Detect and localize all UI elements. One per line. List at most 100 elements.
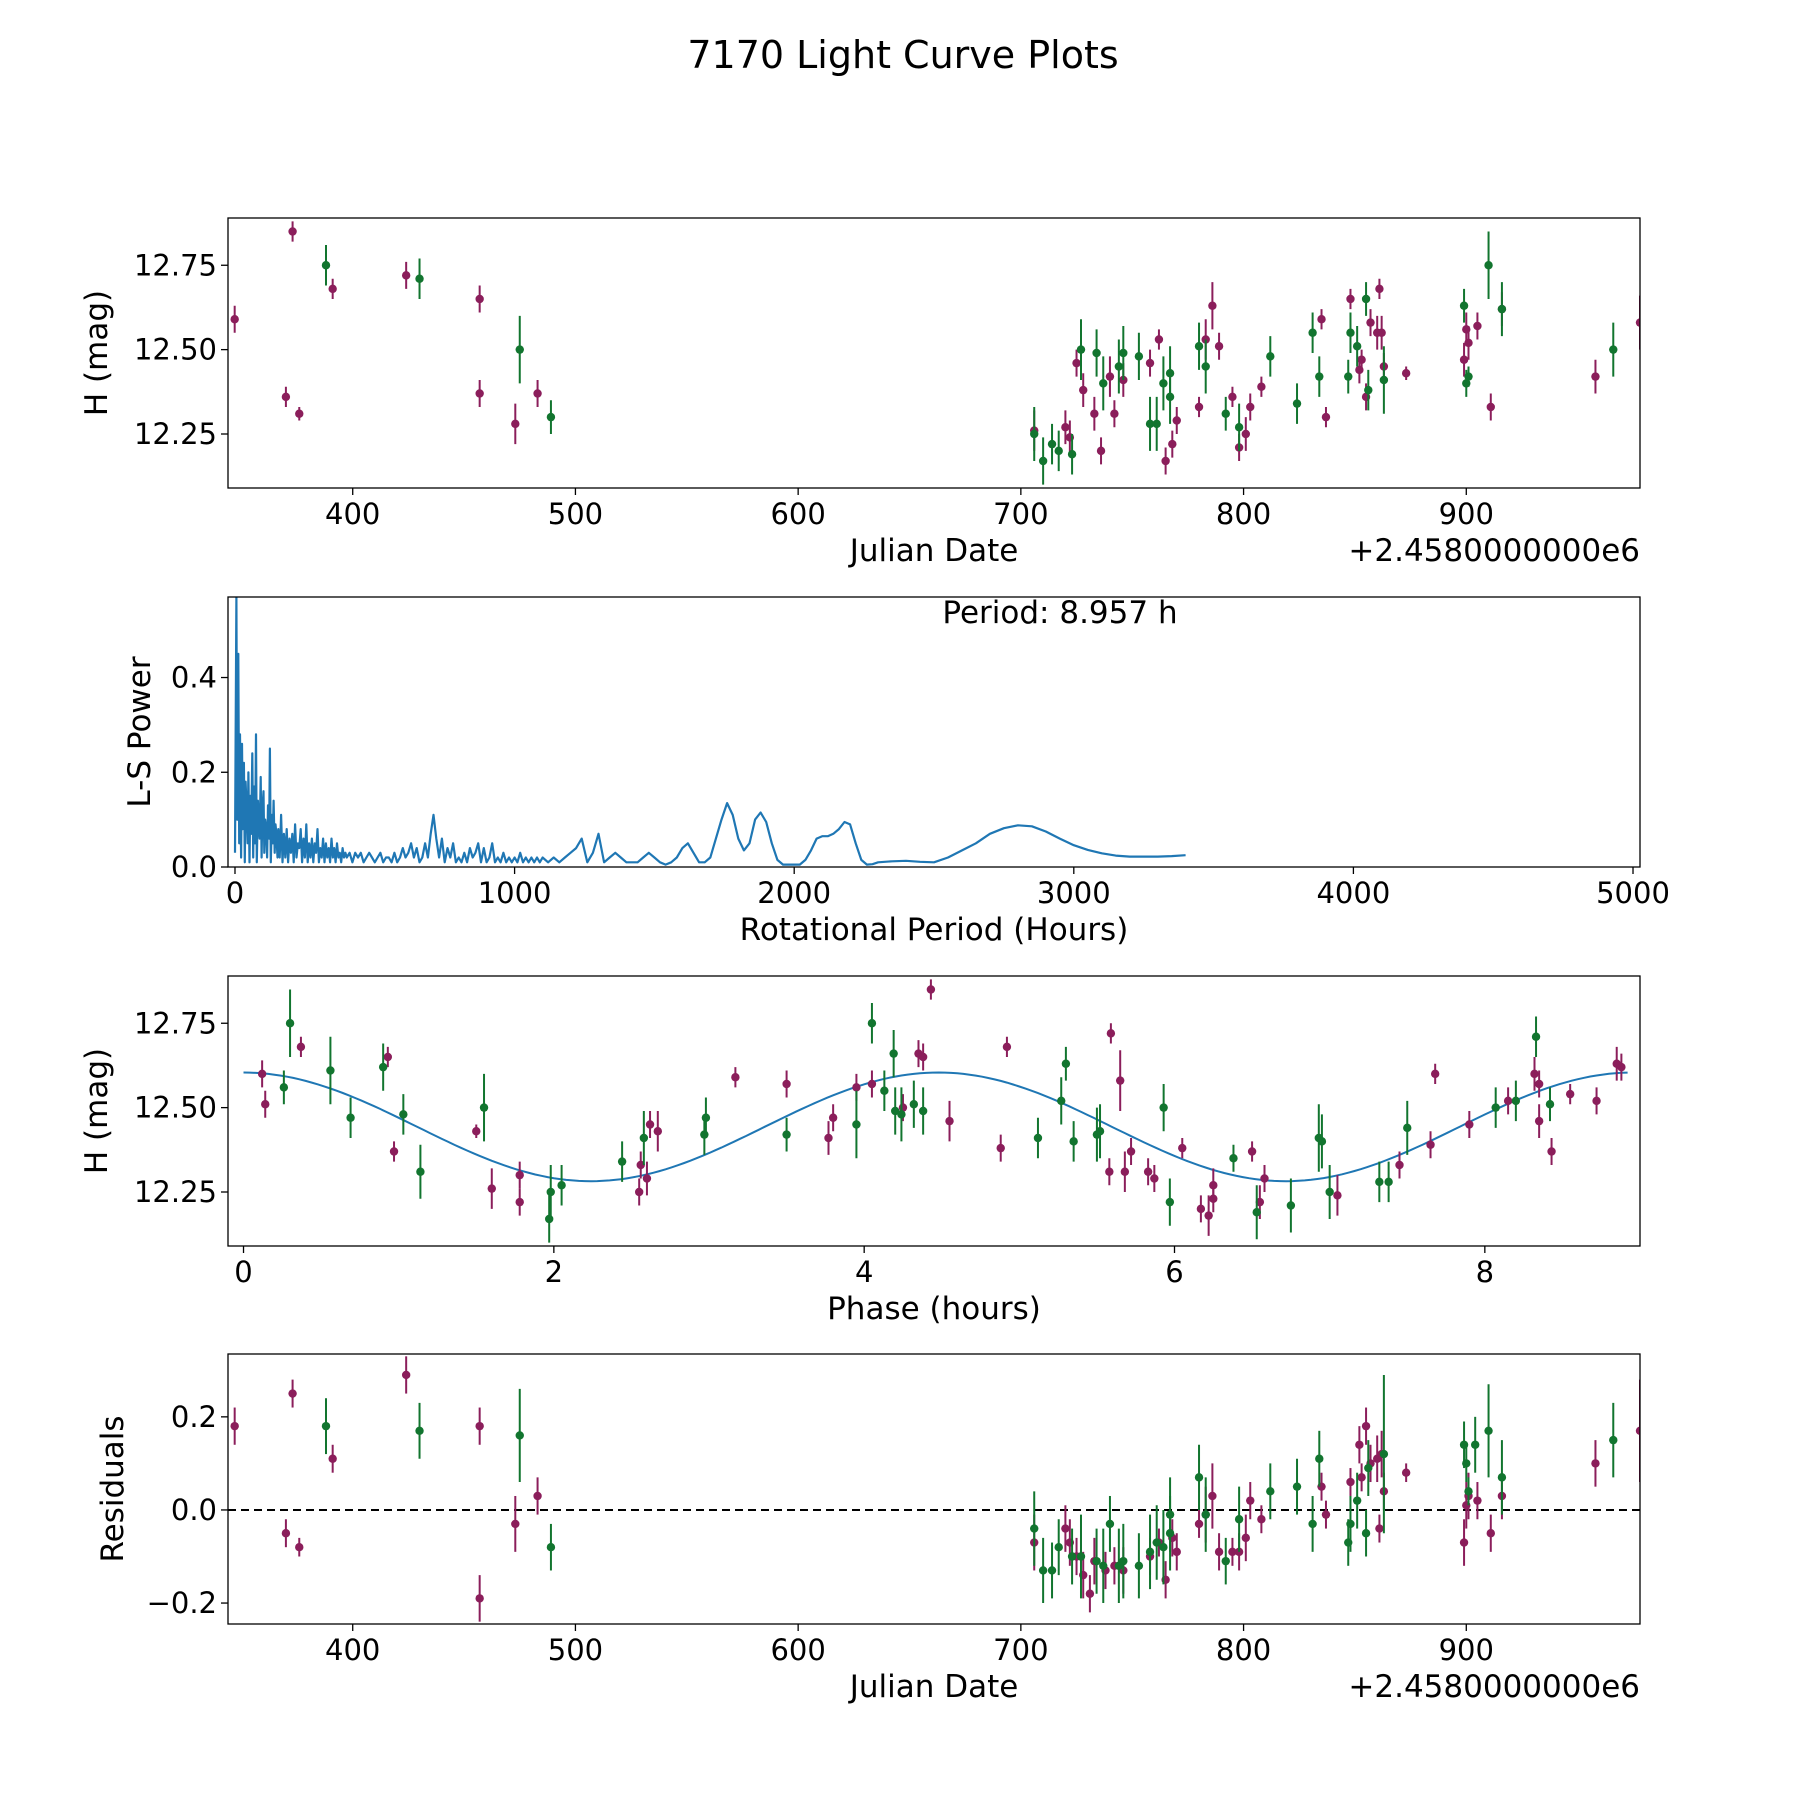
data-point: [1292, 1482, 1302, 1491]
data-point: [1346, 328, 1355, 337]
x-tick-label: 2000: [757, 876, 831, 910]
data-point: [1465, 1120, 1474, 1129]
data-point: [1061, 1059, 1071, 1068]
y-tick-label: 12.25: [134, 1175, 217, 1209]
data-point: [1333, 1191, 1342, 1200]
data-point: [1159, 1103, 1168, 1112]
data-point: [383, 1052, 393, 1062]
data-point: [326, 1066, 335, 1075]
data-point: [731, 1073, 740, 1082]
data-point: [1228, 1547, 1237, 1557]
data-point: [1067, 450, 1077, 459]
data-point: [1159, 379, 1168, 388]
x-tick-label: 8: [1476, 1255, 1494, 1289]
x-axis-label: Julian Date: [848, 1669, 1019, 1705]
data-point: [1462, 1459, 1471, 1468]
data-point: [1635, 318, 1640, 327]
data-point: [1241, 429, 1250, 439]
data-point: [1076, 1552, 1086, 1561]
data-point: [1214, 342, 1224, 351]
data-point: [1497, 304, 1507, 314]
y-tick-label: 0.2: [171, 1400, 217, 1434]
x-tick-label: 0: [234, 1255, 252, 1289]
data-point: [416, 1167, 425, 1176]
data-point: [1591, 1459, 1600, 1468]
data-point: [1145, 358, 1155, 368]
data-point: [1352, 1496, 1362, 1505]
data-point: [472, 1127, 481, 1136]
data-point: [1092, 348, 1101, 358]
x-tick-label: 400: [325, 1633, 380, 1667]
data-point: [321, 261, 331, 270]
data-point: [1085, 1589, 1095, 1598]
x-tick-label: 4000: [1316, 876, 1390, 910]
data-point: [1317, 315, 1326, 324]
data-point: [1054, 1542, 1063, 1552]
data-point: [1357, 355, 1366, 364]
x-tick-label: 5000: [1596, 876, 1670, 910]
data-point: [1346, 1519, 1355, 1529]
data-point: [1154, 335, 1164, 344]
data-point: [1366, 318, 1375, 327]
data-point: [1491, 1103, 1500, 1112]
data-point: [401, 271, 411, 280]
data-point: [782, 1079, 791, 1089]
residuals-panel: 400 500 600 700 800 900 −0.2 0.0 0.2 Julian Date R…: [95, 1353, 1641, 1705]
data-point: [1459, 301, 1469, 310]
data-point: [295, 409, 304, 418]
x-tick-label: 500: [548, 1633, 603, 1667]
data-point: [1530, 1069, 1539, 1079]
data-point: [544, 1214, 554, 1224]
data-point: [653, 1127, 663, 1136]
data-point: [1152, 419, 1161, 429]
data-point: [1547, 1147, 1556, 1156]
data-point: [546, 412, 556, 422]
data-point: [1266, 1487, 1275, 1496]
x-tick-label: 700: [993, 1633, 1048, 1667]
data-point: [1325, 1187, 1334, 1197]
data-point: [281, 392, 291, 402]
data-point: [1145, 1547, 1155, 1557]
x-tick-label: 400: [325, 497, 380, 531]
data-point: [1054, 446, 1063, 456]
x-axis-label: Julian Date: [848, 533, 1019, 569]
data-point: [1317, 1137, 1327, 1146]
data-point: [511, 1519, 520, 1529]
data-point: [1473, 1496, 1482, 1505]
data-point: [511, 419, 520, 429]
x-tick-label: 800: [1216, 497, 1271, 531]
data-point: [1346, 1477, 1355, 1487]
data-point: [1038, 1566, 1048, 1575]
data-point: [1401, 369, 1411, 378]
data-point: [1115, 1076, 1125, 1085]
data-point: [1384, 1177, 1393, 1187]
data-point: [1229, 1154, 1238, 1163]
data-point: [782, 1130, 791, 1139]
data-point: [1234, 1515, 1244, 1524]
data-point: [1617, 1062, 1626, 1072]
data-point: [1484, 1426, 1493, 1436]
data-point: [533, 389, 542, 398]
data-point: [945, 1116, 954, 1126]
data-point: [1234, 1547, 1244, 1557]
data-point: [1228, 392, 1237, 402]
data-point: [1038, 456, 1048, 466]
data-point: [1321, 1510, 1331, 1519]
data-point: [1246, 402, 1255, 412]
data-point: [824, 1133, 833, 1143]
data-point: [230, 315, 239, 324]
data-point: [1105, 372, 1115, 381]
data-point: [1159, 1542, 1168, 1552]
data-point: [1152, 1538, 1161, 1547]
data-point: [1534, 1116, 1544, 1126]
plot-area: [233, 597, 1186, 866]
data-point: [1292, 399, 1302, 408]
data-point: [1486, 1529, 1495, 1538]
data-point: [415, 1426, 424, 1436]
data-point: [546, 1542, 556, 1552]
data-point: [557, 1181, 566, 1190]
data-point: [1591, 372, 1600, 381]
x-tick-label: 2: [545, 1255, 563, 1289]
data-point: [891, 1106, 900, 1116]
data-point: [1194, 402, 1204, 412]
